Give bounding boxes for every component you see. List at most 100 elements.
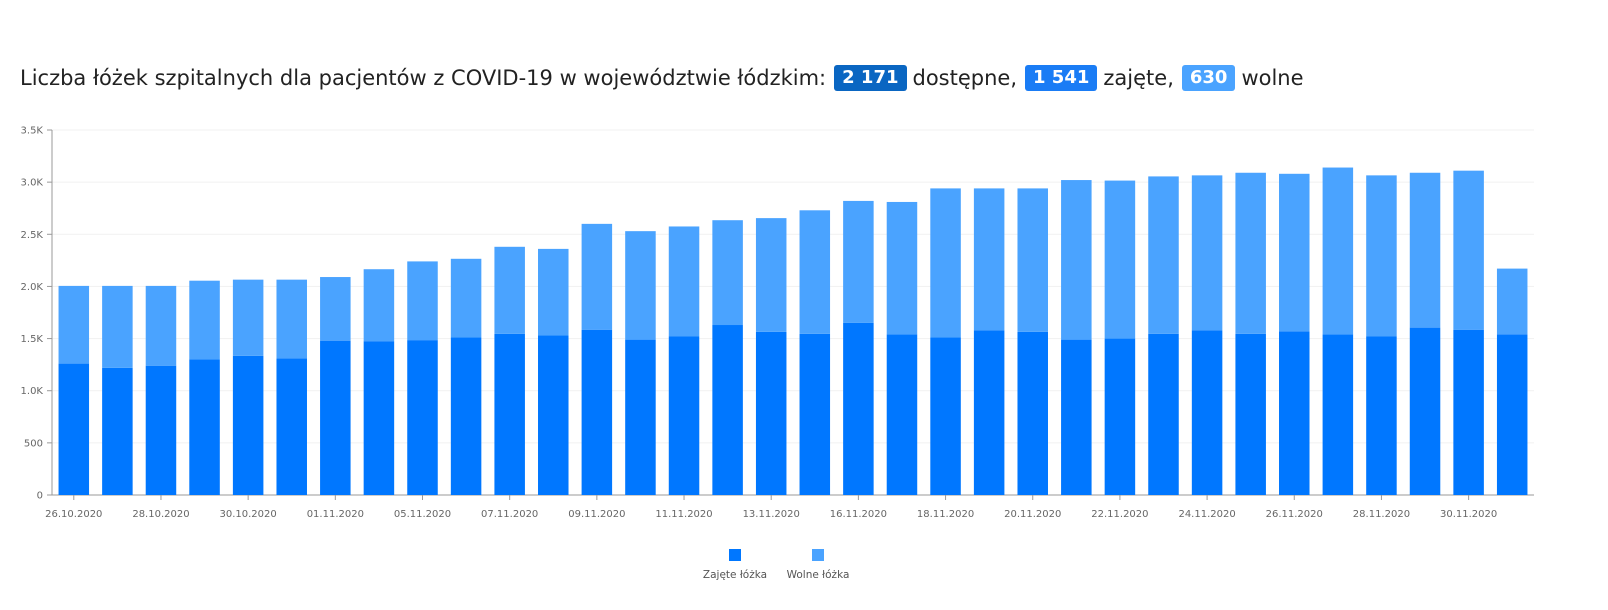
bar-occupied[interactable] (1104, 338, 1136, 495)
bar-occupied[interactable] (973, 330, 1005, 495)
x-tick-label: 28.11.2020 (1353, 509, 1410, 520)
x-tick-label: 09.11.2020 (568, 509, 625, 520)
bar-occupied[interactable] (538, 335, 569, 495)
x-tick-label: 18.11.2020 (917, 509, 974, 520)
bar-free[interactable] (799, 210, 831, 334)
x-tick-label: 05.11.2020 (394, 509, 451, 520)
x-tick-label: 22.11.2020 (1091, 509, 1148, 520)
x-tick-label: 24.11.2020 (1178, 509, 1235, 520)
bar-free[interactable] (1017, 188, 1048, 332)
bar-occupied[interactable] (1409, 327, 1441, 495)
bar-occupied[interactable] (189, 359, 220, 495)
bar-free[interactable] (1191, 175, 1223, 331)
x-tick-label: 26.11.2020 (1266, 509, 1323, 520)
legend-label[interactable]: Zajęte łóżka (703, 569, 767, 581)
y-tick-label: 500 (24, 438, 43, 449)
bar-free[interactable] (973, 188, 1005, 331)
x-tick-label: 16.11.2020 (830, 509, 887, 520)
bar-occupied[interactable] (755, 331, 787, 495)
bar-occupied[interactable] (930, 337, 961, 495)
bar-free[interactable] (668, 226, 700, 337)
bar-free[interactable] (320, 277, 351, 341)
bar-free[interactable] (276, 279, 307, 359)
bar-free[interactable] (1104, 180, 1136, 339)
y-tick-label: 1.0K (21, 386, 44, 397)
bar-free[interactable] (1279, 173, 1310, 332)
bar-free[interactable] (232, 279, 264, 356)
x-tick-label: 07.11.2020 (481, 509, 538, 520)
bar-occupied[interactable] (494, 333, 525, 495)
y-tick-label: 2.0K (21, 282, 44, 293)
available-badge: 2 171 (834, 65, 907, 91)
bar-free[interactable] (450, 258, 482, 338)
bar-occupied[interactable] (1496, 334, 1528, 495)
bar-occupied[interactable] (1366, 336, 1397, 495)
bar-free[interactable] (102, 285, 133, 368)
bar-occupied[interactable] (668, 336, 700, 495)
bar-free[interactable] (581, 223, 613, 330)
bar-occupied[interactable] (1191, 330, 1223, 495)
bar-free[interactable] (58, 285, 90, 364)
bar-free[interactable] (1235, 172, 1266, 334)
bar-free[interactable] (407, 261, 438, 341)
bar-free[interactable] (712, 220, 743, 326)
x-tick-label: 11.11.2020 (655, 509, 712, 520)
bar-occupied[interactable] (1453, 329, 1484, 495)
bar-free[interactable] (1409, 172, 1441, 328)
bar-occupied[interactable] (1148, 333, 1179, 495)
y-tick-label: 2.5K (21, 230, 44, 241)
bar-free[interactable] (886, 201, 918, 335)
bar-occupied[interactable] (363, 341, 395, 495)
occupied-label: zajęte, (1103, 66, 1174, 90)
bar-free[interactable] (145, 285, 177, 366)
bar-free[interactable] (1496, 268, 1528, 335)
bar-occupied[interactable] (145, 365, 177, 495)
bar-free[interactable] (625, 231, 656, 340)
bar-occupied[interactable] (102, 367, 133, 495)
bar-occupied[interactable] (320, 340, 351, 495)
legend-swatch[interactable] (729, 549, 741, 561)
x-tick-label: 01.11.2020 (307, 509, 364, 520)
bar-free[interactable] (1061, 180, 1092, 340)
bar-free[interactable] (930, 188, 961, 338)
bar-occupied[interactable] (843, 322, 874, 495)
bar-free[interactable] (843, 200, 874, 323)
bar-free[interactable] (494, 246, 525, 334)
bar-free[interactable] (1366, 175, 1397, 337)
bar-occupied[interactable] (799, 333, 831, 495)
bar-free[interactable] (1322, 167, 1354, 335)
bar-free[interactable] (1453, 170, 1484, 330)
legend-label[interactable]: Wolne łóżka (787, 569, 850, 581)
bar-occupied[interactable] (1322, 334, 1354, 495)
x-tick-label: 26.10.2020 (45, 509, 102, 520)
bar-occupied[interactable] (232, 355, 264, 495)
x-tick-label: 13.11.2020 (743, 509, 800, 520)
x-tick-label: 28.10.2020 (132, 509, 189, 520)
bar-occupied[interactable] (886, 334, 918, 495)
legend-swatch[interactable] (812, 549, 824, 561)
bar-occupied[interactable] (1235, 333, 1266, 495)
free-label: wolne (1241, 66, 1304, 90)
chart-title: Liczba łóżek szpitalnych dla pacjentów z… (20, 62, 1306, 94)
y-tick-label: 0 (37, 491, 43, 502)
bar-occupied[interactable] (1017, 331, 1048, 495)
y-tick-label: 3.0K (21, 178, 44, 189)
bar-free[interactable] (538, 248, 569, 336)
bar-free[interactable] (1148, 176, 1179, 334)
bar-occupied[interactable] (1279, 331, 1310, 495)
bar-free[interactable] (363, 269, 395, 342)
bar-occupied[interactable] (58, 363, 90, 495)
bar-occupied[interactable] (276, 358, 307, 495)
bar-free[interactable] (755, 218, 787, 332)
title-prefix: Liczba łóżek szpitalnych dla pacjentów z… (20, 66, 827, 90)
bar-occupied[interactable] (712, 325, 743, 495)
bar-occupied[interactable] (1061, 339, 1092, 495)
bar-free[interactable] (189, 280, 220, 360)
bar-occupied[interactable] (581, 329, 613, 495)
bar-occupied[interactable] (625, 339, 656, 495)
bar-occupied[interactable] (407, 340, 438, 495)
bar-occupied[interactable] (450, 337, 482, 495)
occupied-badge: 1 541 (1025, 65, 1098, 91)
free-badge: 630 (1181, 65, 1236, 91)
